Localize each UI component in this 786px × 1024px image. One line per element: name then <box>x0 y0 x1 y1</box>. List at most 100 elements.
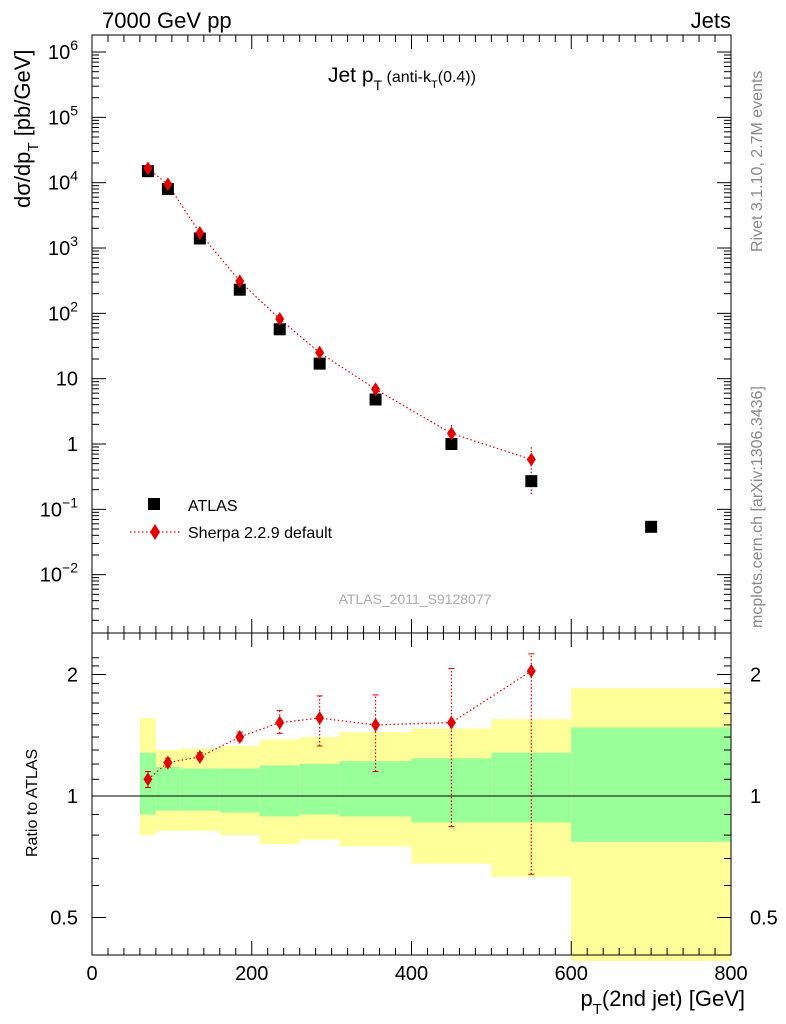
header-right: Jets <box>691 8 731 33</box>
x-tick-label: 400 <box>395 963 428 985</box>
mcplots-label: mcplots.cern.ch [arXiv:1306.3436] <box>749 386 766 628</box>
y-tick-base: 10 <box>48 303 70 325</box>
ratio-y-tick-label-left: 0.5 <box>50 908 78 930</box>
legend-sherpa-label: Sherpa 2.2.9 default <box>188 525 333 542</box>
main-title-paren-sub: T <box>431 79 438 91</box>
ratio-panel: 0.5 0.5 1 1 2 2 0 200 400 600 800 Ratio to ATLAS p… <box>24 632 778 1018</box>
sherpa-point <box>446 426 456 441</box>
main-title-text: Jet p <box>328 64 374 87</box>
y-tick-base: 10 <box>40 499 62 521</box>
ratio-point <box>315 711 325 726</box>
atlas-point <box>273 323 286 336</box>
ratio-point <box>195 749 205 764</box>
main-frame <box>91 34 732 634</box>
ratio-ylabel: Ratio to ATLAS <box>24 749 41 857</box>
ratio-y-tick-label-left: 1 <box>67 786 78 808</box>
y-tick-exponent: −1 <box>62 494 78 510</box>
main-title-paren: (anti-k <box>382 69 432 86</box>
sherpa-line <box>147 168 532 461</box>
ratio-y-tick-label-right: 2 <box>750 665 761 687</box>
y-tick-label: 103 <box>48 233 78 260</box>
y-tick-exponent: 2 <box>70 298 78 314</box>
ratio-point <box>371 717 381 732</box>
sherpa-point <box>235 274 245 289</box>
sherpa-point <box>371 382 381 397</box>
y-tick-base: 10 <box>56 369 78 391</box>
ratio-bands <box>139 688 731 962</box>
y-tick-label: 104 <box>48 168 78 195</box>
y-tick-label: 10 <box>56 369 78 391</box>
y-tick-exponent: 6 <box>70 37 78 53</box>
legend-sherpa-marker <box>150 524 160 540</box>
inner-band <box>299 764 340 815</box>
header-left: 7000 GeV pp <box>102 8 232 33</box>
atlas-point <box>233 283 246 296</box>
inner-band <box>571 727 731 842</box>
main-ylabel: dσ/dpT [pb/GeV] <box>10 49 42 208</box>
inner-band <box>259 765 300 817</box>
ratio-y-tick-label-left: 2 <box>67 665 78 687</box>
sherpa-point <box>526 452 536 467</box>
y-tick-base: 10 <box>48 173 70 195</box>
y-tick-base: 10 <box>40 565 62 587</box>
ratio-point <box>275 715 285 730</box>
inner-band <box>219 768 260 813</box>
sherpa-point <box>195 225 205 240</box>
main-x-ticks <box>91 35 732 633</box>
inner-band <box>491 752 572 823</box>
main-ylabel-sub: T <box>25 142 42 151</box>
y-tick-label: 10−1 <box>40 494 78 521</box>
sherpa-point <box>163 177 173 192</box>
main-title-paren-end: (0.4)) <box>438 69 476 86</box>
x-tick-label: 600 <box>555 963 588 985</box>
y-tick-exponent: −2 <box>62 560 78 576</box>
main-ylabel-unit: [pb/GeV] <box>10 49 35 142</box>
y-tick-label: 102 <box>48 298 78 325</box>
atlas-point <box>645 520 658 533</box>
xlabel-sub: T <box>593 1001 602 1018</box>
inner-band <box>155 766 180 811</box>
main-title: Jet pT (anti-kT(0.4)) <box>328 64 476 93</box>
atlas-point <box>445 438 458 450</box>
inner-band <box>339 761 412 817</box>
inner-band <box>179 768 220 811</box>
y-tick-exponent: 5 <box>70 102 78 118</box>
main-title-sub: T <box>374 77 383 93</box>
analysis-watermark: ATLAS_2011_S9128077 <box>339 591 492 607</box>
ratio-xlabel: pT(2nd jet) [GeV] <box>581 986 746 1018</box>
x-tick-label: 0 <box>86 963 97 985</box>
atlas-point <box>313 357 326 370</box>
y-tick-label: 106 <box>48 37 78 64</box>
y-tick-base: 10 <box>48 238 70 260</box>
sherpa-point <box>275 311 285 326</box>
x-tick-label: 200 <box>235 963 268 985</box>
rivet-label: Rivet 3.1.10, 2.7M events <box>749 71 766 252</box>
legend: ATLAS Sherpa 2.2.9 default <box>130 498 333 542</box>
sherpa-point <box>315 345 325 360</box>
y-tick-exponent: 4 <box>70 168 78 184</box>
legend-atlas-marker <box>148 498 160 510</box>
ratio-ticks <box>91 633 732 955</box>
ratio-tick-labels: 0.5 0.5 1 1 2 2 0 200 400 600 800 <box>50 665 778 986</box>
ratio-sherpa-line <box>147 670 532 780</box>
y-tick-label: 105 <box>48 102 78 129</box>
ratio-point <box>235 730 245 745</box>
y-tick-base: 10 <box>48 107 70 129</box>
atlas-point <box>525 475 538 488</box>
main-ylabel-text: dσ/dp <box>10 152 35 208</box>
ratio-y-tick-label-right: 1 <box>750 786 761 808</box>
ratio-point <box>163 755 173 770</box>
ratio-data-layer <box>143 653 536 875</box>
xlabel-text: p <box>581 986 593 1011</box>
y-tick-exponent: 3 <box>70 233 78 249</box>
xlabel-rest: (2nd jet) [GeV] <box>602 986 745 1011</box>
main-y-ticks <box>92 51 731 621</box>
main-data-layer <box>141 161 658 533</box>
y-tick-base: 1 <box>67 434 78 456</box>
ratio-point <box>143 772 153 787</box>
sherpa-point <box>143 161 153 176</box>
legend-atlas-label: ATLAS <box>188 498 238 515</box>
